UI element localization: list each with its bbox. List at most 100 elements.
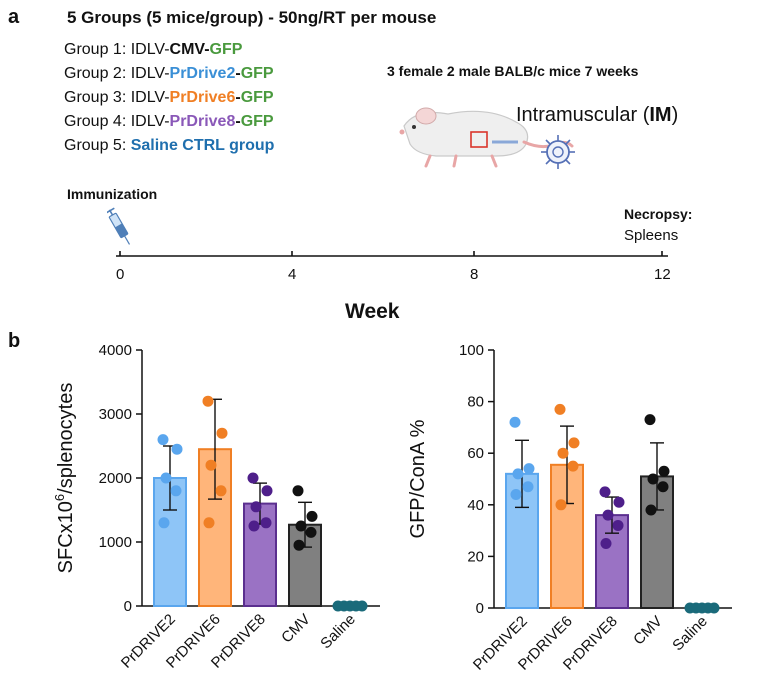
week-tick-12: 12 <box>654 266 671 283</box>
data-point-prdrive2 <box>157 434 169 446</box>
timeline-axis <box>116 251 668 257</box>
group-1-prefix: Group 1: <box>64 41 131 58</box>
group-2-dash: - <box>235 65 241 82</box>
group-3-reporter: GFP <box>240 89 274 106</box>
panel-a-letter: a <box>8 6 20 28</box>
bar-prdrive8 <box>595 514 629 609</box>
x-tick-label: CMV <box>630 613 666 649</box>
y-axis-label: GFP/ConA % <box>407 419 429 538</box>
data-point-cmv <box>647 473 659 485</box>
data-point-cmv <box>658 465 670 477</box>
data-point-cmv <box>645 504 657 516</box>
group-1-reporter: GFP <box>209 41 243 58</box>
group-list: Group 1: IDLV-CMV-GFP Group 2: IDLV-PrDr… <box>64 38 274 158</box>
data-point-prdrive8 <box>612 519 624 531</box>
week-tick-0: 0 <box>116 266 125 283</box>
data-point-prdrive8 <box>247 472 259 484</box>
group-3-promoter: PrDrive6 <box>169 89 236 106</box>
necropsy-label: Necropsy: <box>624 206 693 222</box>
data-point-prdrive6 <box>567 460 579 472</box>
group-2-prefix: Group 2: <box>64 65 131 82</box>
data-point-saline <box>356 600 368 612</box>
data-point-prdrive2 <box>512 468 524 480</box>
group-3-prefix: Group 3: <box>64 89 131 106</box>
y-tick-label: 1000 <box>99 534 132 551</box>
data-point-prdrive2 <box>170 485 182 497</box>
virus-particle-icon <box>541 135 575 169</box>
data-point-prdrive8 <box>261 485 273 497</box>
data-point-prdrive6 <box>554 403 566 415</box>
route-suffix: ) <box>671 104 679 126</box>
group-2-promoter: PrDrive2 <box>169 65 236 82</box>
group-2-reporter: GFP <box>240 65 274 82</box>
y-tick-label: 2000 <box>99 470 132 487</box>
y-tick-label: 20 <box>467 548 484 565</box>
sfc-bar-chart: 01000200030004000SFCx106/splenocytesPrDR… <box>52 342 380 672</box>
y-tick-label: 0 <box>476 600 484 617</box>
x-tick-label: CMV <box>278 611 314 647</box>
necropsy-sublabel: Spleens <box>624 227 679 244</box>
group-1-line: Group 1: IDLV-CMV-GFP <box>64 38 274 62</box>
group-4-line: Group 4: IDLV-PrDrive8-GFP <box>64 110 274 134</box>
group-4-vector: IDLV- <box>130 113 170 130</box>
x-tick-label: Saline <box>669 613 711 655</box>
group-4-promoter: PrDrive8 <box>169 113 236 130</box>
data-point-prdrive8 <box>250 501 262 513</box>
data-point-prdrive6 <box>215 485 227 497</box>
mice-info: 3 female 2 male BALB/c mice 7 weeks <box>387 63 639 79</box>
group-1-dash: - <box>204 41 210 58</box>
data-point-prdrive6 <box>205 459 217 471</box>
data-point-saline <box>708 602 720 614</box>
data-point-prdrive2 <box>158 517 170 529</box>
group-5-text: Saline CTRL group <box>130 137 275 154</box>
route-label: Intramuscular (IM) <box>516 104 678 127</box>
data-point-prdrive2 <box>160 472 172 484</box>
data-point-prdrive8 <box>613 496 625 508</box>
week-axis-label: Week <box>345 300 400 323</box>
y-tick-label: 80 <box>467 394 484 411</box>
y-tick-label: 100 <box>459 342 484 359</box>
group-2-line: Group 2: IDLV-PrDrive2-GFP <box>64 62 274 86</box>
y-tick-label: 40 <box>467 497 484 514</box>
data-point-cmv <box>305 526 317 538</box>
group-5-prefix: Group 5: <box>64 137 131 154</box>
data-point-prdrive6 <box>216 427 228 439</box>
y-axis-label: SFCx106/splenocytes <box>52 383 77 574</box>
y-tick-label: 3000 <box>99 406 132 423</box>
group-3-vector: IDLV- <box>130 89 170 106</box>
data-point-prdrive6 <box>557 447 569 459</box>
route-prefix: Intramuscular ( <box>516 104 650 126</box>
x-tick-label: Saline <box>317 611 359 653</box>
data-point-cmv <box>292 485 304 497</box>
group-1-promoter: CMV <box>169 41 205 58</box>
group-4-prefix: Group 4: <box>64 113 131 130</box>
group-3-line: Group 3: IDLV-PrDrive6-GFP <box>64 86 274 110</box>
y-tick-label: 4000 <box>99 342 132 359</box>
group-4-reporter: GFP <box>240 113 274 130</box>
y-tick-label: 0 <box>124 598 132 615</box>
data-point-prdrive2 <box>523 463 535 475</box>
data-point-prdrive6 <box>568 437 580 449</box>
data-point-prdrive8 <box>599 486 611 498</box>
data-point-cmv <box>657 481 669 493</box>
data-point-cmv <box>644 414 656 426</box>
data-point-prdrive2 <box>509 416 521 428</box>
group-1-vector: IDLV- <box>130 41 170 58</box>
group-2-vector: IDLV- <box>130 65 170 82</box>
y-tick-label: 60 <box>467 445 484 462</box>
data-point-prdrive8 <box>602 509 614 521</box>
data-point-prdrive8 <box>248 520 260 532</box>
week-tick-4: 4 <box>288 266 297 283</box>
syringe-icon <box>107 207 131 245</box>
mouse-illustration-icon <box>399 107 574 168</box>
data-point-cmv <box>306 510 318 522</box>
data-point-prdrive6 <box>202 395 214 407</box>
data-point-prdrive2 <box>171 443 183 455</box>
data-point-prdrive2 <box>522 481 534 493</box>
data-point-cmv <box>295 520 307 532</box>
data-point-prdrive6 <box>203 517 215 529</box>
immunization-label: Immunization <box>67 186 158 202</box>
data-point-cmv <box>293 539 305 551</box>
data-point-prdrive2 <box>510 488 522 500</box>
